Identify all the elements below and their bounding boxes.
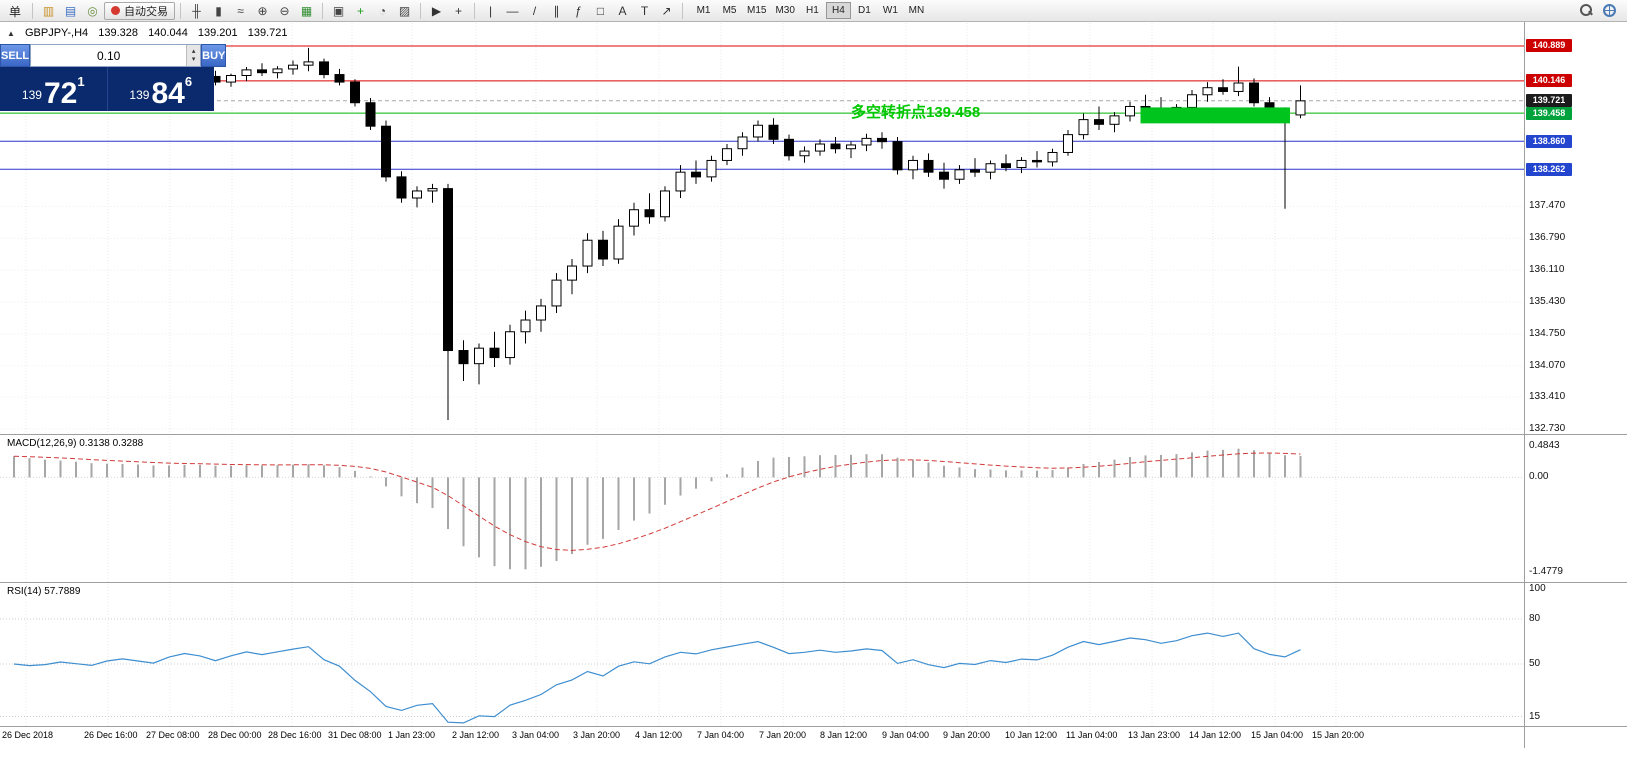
crosshair-icon[interactable]: + [455,3,463,18]
timeframe-m15-button[interactable]: M15 [743,2,770,19]
sell-price-sup: 1 [77,74,85,89]
volume-input[interactable] [31,45,187,66]
price-divider [106,67,108,111]
toolbar-separator [32,2,34,19]
toolbar-right [1580,4,1624,17]
bid-ask-display: 139 72 1 139 84 6 [0,67,214,111]
cursor-icon[interactable]: ▶ [431,3,442,18]
macd-signal-line [13,452,1301,551]
toolbar-separator [180,2,182,19]
horizontal-line-icon[interactable]: — [506,3,519,18]
search-icon[interactable] [1580,4,1593,17]
volume-up-icon[interactable]: ▴ [191,47,196,55]
sell-price-display[interactable]: 139 72 1 [0,67,107,111]
candlesticks [9,47,1306,420]
sell-button[interactable]: SELL [0,44,31,67]
auto-trading-icon [111,6,121,15]
zoom-out-icon[interactable]: ⊖ [279,3,290,18]
label-icon[interactable]: T [640,3,649,18]
macd-histogram [13,448,1302,570]
time-axis[interactable] [0,727,1525,749]
buy-price-display[interactable]: 139 84 6 [108,67,215,111]
volume-field: ▴ ▾ [30,44,202,67]
shapes-icon[interactable]: □ [596,3,605,18]
timeframe-w1-button[interactable]: W1 [878,2,903,19]
new-order-button[interactable]: 单 [3,2,27,20]
navigator-icon[interactable]: ◎ [87,3,98,18]
candlestick-chart-icon[interactable]: ▮ [215,3,222,18]
buy-price-big: 84 [151,76,185,110]
auto-trading-label: 自动交易 [124,5,169,18]
timeframe-m30-button[interactable]: M30 [771,2,798,19]
sell-price-big: 72 [43,76,78,110]
buy-price-sup: 6 [184,74,193,89]
templates-icon[interactable]: ▨ [398,3,411,18]
timeframe-d1-button[interactable]: D1 [852,2,877,19]
toolbar-buttons: 单 ▥ ▤ ◎ 自动交易 ╫ ▮ ≈ ⊕ ⊖ ▦ ▣ + ◔ ▨ ▶ + | — / ∥ ƒ □ A T ↗ [3,1,687,20]
toolbar-separator [322,2,324,19]
new-chart-icon[interactable]: ▥ [42,3,55,18]
volume-down-icon[interactable]: ▾ [191,55,196,63]
timeframe-h4-button[interactable]: H4 [825,2,851,19]
channel-icon[interactable]: ∥ [553,3,560,18]
auto-trading-button[interactable]: 自动交易 [104,1,176,20]
profiles-icon[interactable]: ▤ [64,3,77,18]
volume-stepper: ▴ ▾ [186,45,201,66]
fibonacci-icon[interactable]: ƒ [575,3,582,18]
gridlines [0,23,1525,727]
toolbar-separator [682,2,684,19]
bar-chart-icon[interactable]: ╫ [192,3,201,18]
toolbar: 单 ▥ ▤ ◎ 自动交易 ╫ ▮ ≈ ⊕ ⊖ ▦ ▣ + ◔ ▨ ▶ + | — / ∥ ƒ □ A T ↗ M1 M5 M15 M30… [0,0,1627,22]
pivot-zone-box [1140,107,1290,124]
tile-windows-icon[interactable]: ▦ [300,3,313,18]
price-axis[interactable] [1525,22,1627,727]
periods-icon[interactable]: ◔ [378,3,387,18]
toolbar-separator [474,2,476,19]
sell-price-small: 139 [21,88,42,102]
buy-price-small: 139 [129,88,150,102]
buy-button[interactable]: BUY [201,44,227,67]
timeframe-group: M1 M5 M15 M30 H1 H4 D1 W1 MN [691,2,929,19]
community-icon[interactable] [1603,4,1616,17]
toolbar-separator [420,2,422,19]
line-chart-icon[interactable]: ≈ [237,3,244,18]
text-icon[interactable]: A [618,3,627,18]
chart-window-icon[interactable]: ▣ [332,3,345,18]
timeframe-m1-button[interactable]: M1 [691,2,716,19]
trendline-icon[interactable]: / [532,3,537,18]
one-click-trading-panel[interactable]: SELL ▴ ▾ BUY 139 72 1 139 84 6 [0,44,227,111]
indicators-icon[interactable]: + [357,3,365,18]
zoom-in-icon[interactable]: ⊕ [257,3,268,18]
timeframe-h1-button[interactable]: H1 [800,2,825,19]
timeframe-m5-button[interactable]: M5 [717,2,742,19]
level-lines [0,45,1525,170]
vertical-line-icon[interactable]: | [488,3,493,18]
arrows-icon[interactable]: ↗ [661,3,672,18]
rsi-line [13,632,1301,724]
timeframe-mn-button[interactable]: MN [904,2,929,19]
